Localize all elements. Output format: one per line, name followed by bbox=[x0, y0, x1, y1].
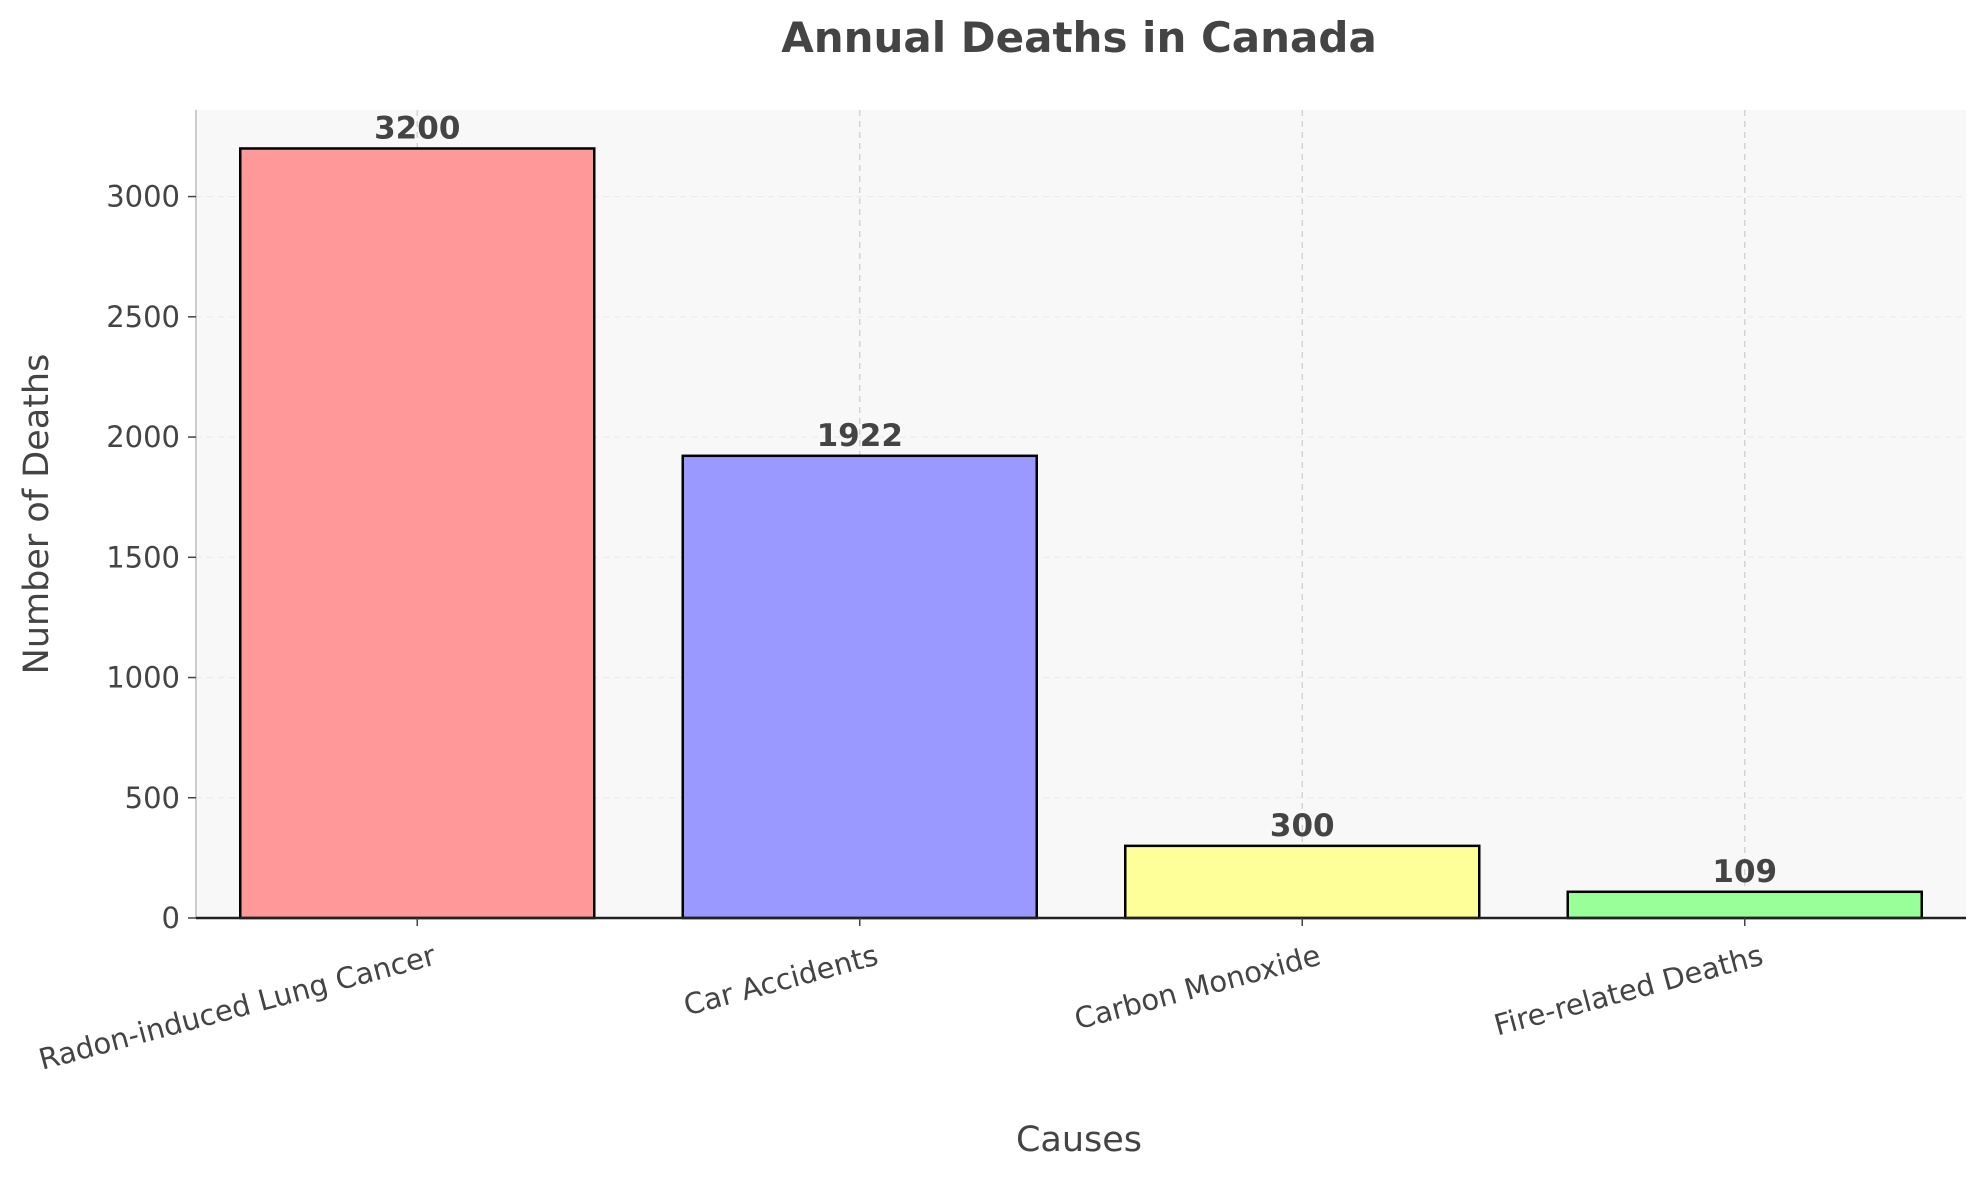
bars bbox=[239, 147, 1923, 920]
y-tick-label: 500 bbox=[125, 781, 180, 815]
gridlines bbox=[196, 110, 1966, 918]
x-tick-label: Car Accidents bbox=[680, 938, 882, 1022]
bar bbox=[681, 454, 1038, 920]
bar-value-label: 3200 bbox=[374, 110, 460, 146]
x-axis-label: Causes bbox=[1016, 1120, 1142, 1160]
x-tick-label: Fire-related Deaths bbox=[1490, 938, 1766, 1042]
y-tick-label: 2000 bbox=[106, 420, 180, 454]
bar-value-labels: 3200 1922 300 109 bbox=[374, 110, 1777, 889]
x-tick-label: Radon-induced Lung Cancer bbox=[35, 938, 439, 1077]
bar bbox=[1566, 890, 1923, 920]
bar-value-label: 1922 bbox=[817, 418, 903, 454]
y-ticks: 0 500 1000 1500 2000 2500 3000 bbox=[106, 180, 196, 935]
y-tick-label: 0 bbox=[162, 901, 180, 935]
x-ticks: Radon-induced Lung Cancer Car Accidents Ca… bbox=[35, 918, 1767, 1077]
y-axis-label: Number of Deaths bbox=[17, 354, 57, 675]
bar bbox=[239, 147, 596, 920]
bar bbox=[1124, 844, 1481, 920]
y-tick-label: 2500 bbox=[106, 300, 180, 334]
y-tick-label: 1000 bbox=[106, 661, 180, 695]
x-tick-label: Carbon Monoxide bbox=[1071, 938, 1324, 1036]
y-tick-label: 3000 bbox=[106, 180, 180, 214]
bar-value-label: 300 bbox=[1270, 808, 1335, 844]
bar-value-label: 109 bbox=[1712, 854, 1777, 890]
chart-title: Annual Deaths in Canada bbox=[781, 13, 1377, 62]
y-tick-label: 1500 bbox=[106, 540, 180, 574]
